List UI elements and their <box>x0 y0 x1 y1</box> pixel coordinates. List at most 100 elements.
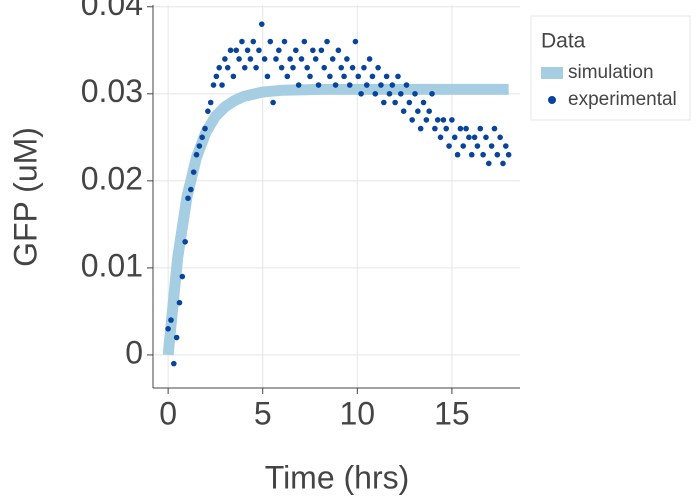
y-tick-label: 0.03 <box>81 73 143 109</box>
point <box>233 47 240 54</box>
point <box>426 108 432 114</box>
point <box>395 73 401 80</box>
point <box>463 125 469 132</box>
line <box>162 83 509 356</box>
point <box>301 38 308 45</box>
point <box>460 143 467 149</box>
point <box>318 47 325 54</box>
point <box>261 56 268 62</box>
point <box>429 90 435 97</box>
x-tick-label: 0 <box>159 395 177 431</box>
point <box>278 64 285 71</box>
point <box>290 64 296 71</box>
point <box>338 64 345 71</box>
point <box>392 99 398 106</box>
point <box>383 73 390 80</box>
point <box>451 134 458 141</box>
point <box>497 134 503 141</box>
point <box>329 56 336 62</box>
point <box>480 151 486 158</box>
point <box>210 82 217 88</box>
point <box>224 64 231 71</box>
point <box>247 56 254 62</box>
point <box>417 125 424 132</box>
point <box>505 151 512 158</box>
point <box>358 90 364 97</box>
point <box>202 125 208 132</box>
point <box>253 64 259 71</box>
point <box>244 47 251 54</box>
y-tick-label: 0.02 <box>81 160 143 196</box>
point <box>176 299 183 306</box>
point <box>295 82 302 88</box>
point <box>267 38 274 45</box>
point <box>369 73 376 80</box>
point <box>341 73 347 80</box>
point <box>171 360 177 367</box>
point <box>500 160 506 167</box>
point <box>457 125 464 132</box>
legend-title: Data <box>541 30 586 53</box>
point <box>471 134 478 141</box>
x-tick-label: 15 <box>434 395 470 431</box>
point <box>386 90 393 97</box>
point <box>477 125 484 132</box>
point <box>346 82 353 88</box>
point <box>287 56 293 62</box>
point <box>182 238 188 245</box>
point <box>324 38 330 45</box>
point <box>378 82 384 88</box>
x-tick-label: 10 <box>340 395 376 431</box>
point <box>298 56 305 62</box>
point <box>443 125 450 132</box>
point <box>327 73 333 80</box>
point <box>205 108 211 114</box>
point <box>449 117 455 123</box>
point <box>437 134 444 141</box>
point <box>491 125 498 132</box>
point <box>366 56 373 62</box>
point <box>446 143 452 149</box>
point <box>219 82 225 88</box>
point <box>352 38 359 45</box>
point <box>403 82 410 88</box>
point <box>256 47 262 54</box>
point <box>420 99 427 106</box>
point <box>190 169 197 175</box>
point <box>485 160 492 167</box>
point <box>193 151 200 158</box>
point <box>398 90 404 97</box>
point <box>276 47 282 54</box>
point <box>270 99 276 106</box>
point <box>349 64 356 71</box>
legend-label: simulation <box>568 62 654 83</box>
point <box>468 151 475 158</box>
point <box>199 134 205 141</box>
point <box>213 73 220 80</box>
point <box>273 56 279 62</box>
point <box>380 99 387 106</box>
point <box>454 151 461 158</box>
point <box>207 99 214 106</box>
legend-label: experimental <box>568 89 677 110</box>
point <box>415 108 421 114</box>
point <box>222 56 228 62</box>
point <box>188 186 194 193</box>
y-tick-label: 0.04 <box>81 0 143 22</box>
point <box>293 47 299 54</box>
point <box>335 47 342 54</box>
point <box>434 117 441 123</box>
point <box>483 134 489 141</box>
point <box>179 273 186 280</box>
point <box>304 64 310 71</box>
point <box>173 334 180 341</box>
point <box>281 38 288 45</box>
point <box>230 73 237 80</box>
point <box>372 90 379 97</box>
point <box>196 143 203 149</box>
point <box>355 73 362 80</box>
point <box>284 73 291 80</box>
point <box>375 64 381 71</box>
point <box>241 64 248 71</box>
